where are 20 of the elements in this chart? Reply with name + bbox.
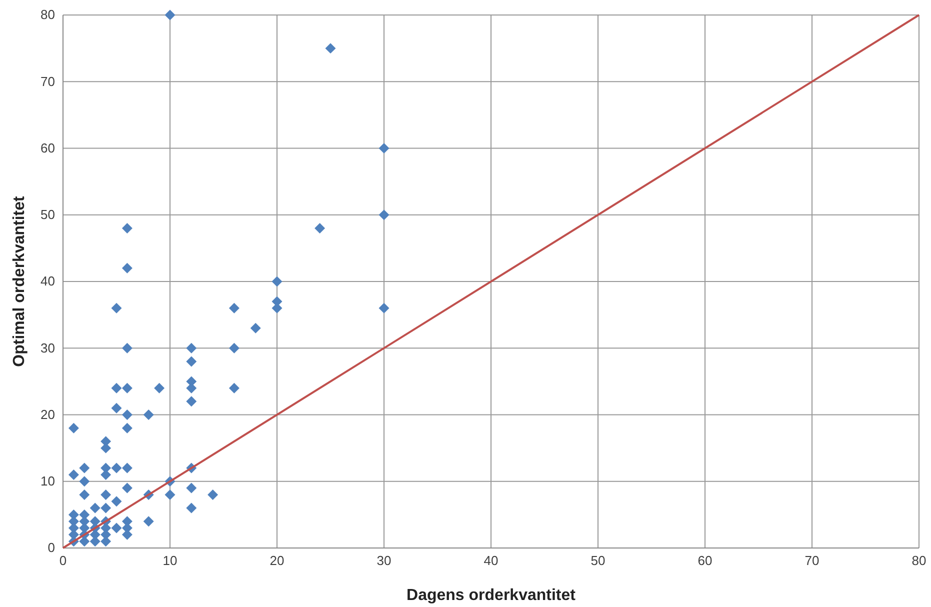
y-tick-label: 0	[48, 540, 55, 556]
y-tick-label: 30	[40, 340, 55, 356]
y-axis-title: Optimal orderkvantitet	[11, 195, 28, 367]
x-tick-label: 80	[912, 553, 926, 568]
x-tick-label: 60	[698, 553, 712, 568]
y-tick-label: 20	[40, 406, 55, 422]
y-tick-label: 40	[40, 274, 55, 289]
x-tick-label: 70	[804, 553, 820, 568]
x-tick-label: 0	[59, 553, 67, 568]
y-tick-label: 80	[40, 7, 55, 22]
y-tick-label: 60	[40, 140, 55, 156]
y-tick-label: 10	[40, 474, 55, 489]
x-tick-label: 20	[270, 553, 284, 568]
x-axis-title: Dagens orderkvantitet	[406, 587, 576, 604]
y-tick-label: 50	[40, 207, 55, 222]
x-tick-label: 40	[484, 553, 498, 568]
x-tick-label: 30	[376, 553, 392, 568]
y-tick-label: 70	[40, 74, 55, 89]
x-tick-label: 10	[162, 553, 178, 568]
x-tick-label: 50	[590, 553, 606, 568]
